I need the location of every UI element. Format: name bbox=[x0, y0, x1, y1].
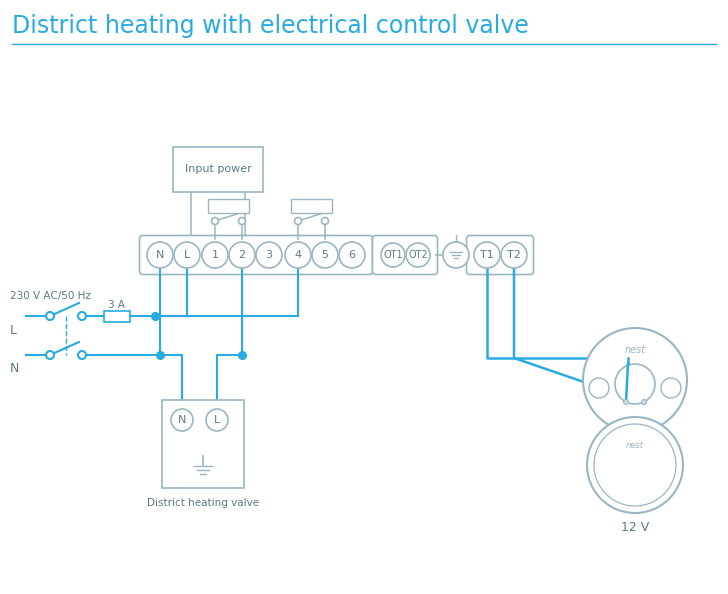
Text: Input power: Input power bbox=[185, 165, 251, 175]
Text: L: L bbox=[214, 415, 220, 425]
FancyBboxPatch shape bbox=[373, 235, 438, 274]
Text: N: N bbox=[178, 415, 186, 425]
Text: nest: nest bbox=[626, 441, 644, 450]
Text: L: L bbox=[10, 324, 17, 336]
Circle shape bbox=[339, 242, 365, 268]
Circle shape bbox=[212, 217, 218, 225]
Text: 230 V AC/50 Hz: 230 V AC/50 Hz bbox=[10, 291, 91, 301]
Circle shape bbox=[641, 400, 646, 405]
Circle shape bbox=[312, 242, 338, 268]
FancyBboxPatch shape bbox=[619, 421, 651, 442]
Circle shape bbox=[594, 424, 676, 506]
Text: 3 A: 3 A bbox=[108, 300, 125, 310]
Circle shape bbox=[406, 243, 430, 267]
FancyBboxPatch shape bbox=[140, 235, 373, 274]
Circle shape bbox=[583, 328, 687, 432]
Text: 6: 6 bbox=[349, 250, 355, 260]
Circle shape bbox=[474, 242, 500, 268]
Text: District heating valve: District heating valve bbox=[147, 498, 259, 508]
Text: nest: nest bbox=[625, 345, 646, 355]
Circle shape bbox=[229, 242, 255, 268]
FancyBboxPatch shape bbox=[208, 199, 249, 213]
Circle shape bbox=[78, 312, 86, 320]
Text: 2: 2 bbox=[239, 250, 245, 260]
FancyBboxPatch shape bbox=[291, 199, 332, 213]
Circle shape bbox=[661, 378, 681, 398]
Text: L: L bbox=[184, 250, 190, 260]
Circle shape bbox=[623, 400, 628, 405]
Circle shape bbox=[501, 242, 527, 268]
FancyBboxPatch shape bbox=[467, 235, 534, 274]
Text: 4: 4 bbox=[294, 250, 301, 260]
FancyBboxPatch shape bbox=[173, 147, 263, 192]
Circle shape bbox=[46, 351, 54, 359]
Circle shape bbox=[615, 364, 655, 404]
Text: 12 V: 12 V bbox=[621, 521, 649, 534]
Text: OT1: OT1 bbox=[383, 250, 403, 260]
Text: T1: T1 bbox=[480, 250, 494, 260]
Circle shape bbox=[171, 409, 193, 431]
Circle shape bbox=[322, 217, 328, 225]
Text: 5: 5 bbox=[322, 250, 328, 260]
Circle shape bbox=[78, 351, 86, 359]
Circle shape bbox=[206, 409, 228, 431]
Circle shape bbox=[381, 243, 405, 267]
Text: N: N bbox=[156, 250, 165, 260]
Text: 3: 3 bbox=[266, 250, 272, 260]
Circle shape bbox=[587, 417, 683, 513]
Text: District heating with electrical control valve: District heating with electrical control… bbox=[12, 14, 529, 38]
Text: 1: 1 bbox=[212, 250, 218, 260]
Circle shape bbox=[285, 242, 311, 268]
Circle shape bbox=[202, 242, 228, 268]
Text: T2: T2 bbox=[507, 250, 521, 260]
Circle shape bbox=[147, 242, 173, 268]
Circle shape bbox=[295, 217, 301, 225]
FancyBboxPatch shape bbox=[104, 311, 130, 321]
Circle shape bbox=[239, 217, 245, 225]
Circle shape bbox=[46, 312, 54, 320]
Circle shape bbox=[174, 242, 200, 268]
Circle shape bbox=[589, 378, 609, 398]
FancyBboxPatch shape bbox=[162, 400, 244, 488]
Circle shape bbox=[256, 242, 282, 268]
Text: OT2: OT2 bbox=[408, 250, 428, 260]
Text: N: N bbox=[10, 362, 20, 375]
Circle shape bbox=[443, 242, 469, 268]
